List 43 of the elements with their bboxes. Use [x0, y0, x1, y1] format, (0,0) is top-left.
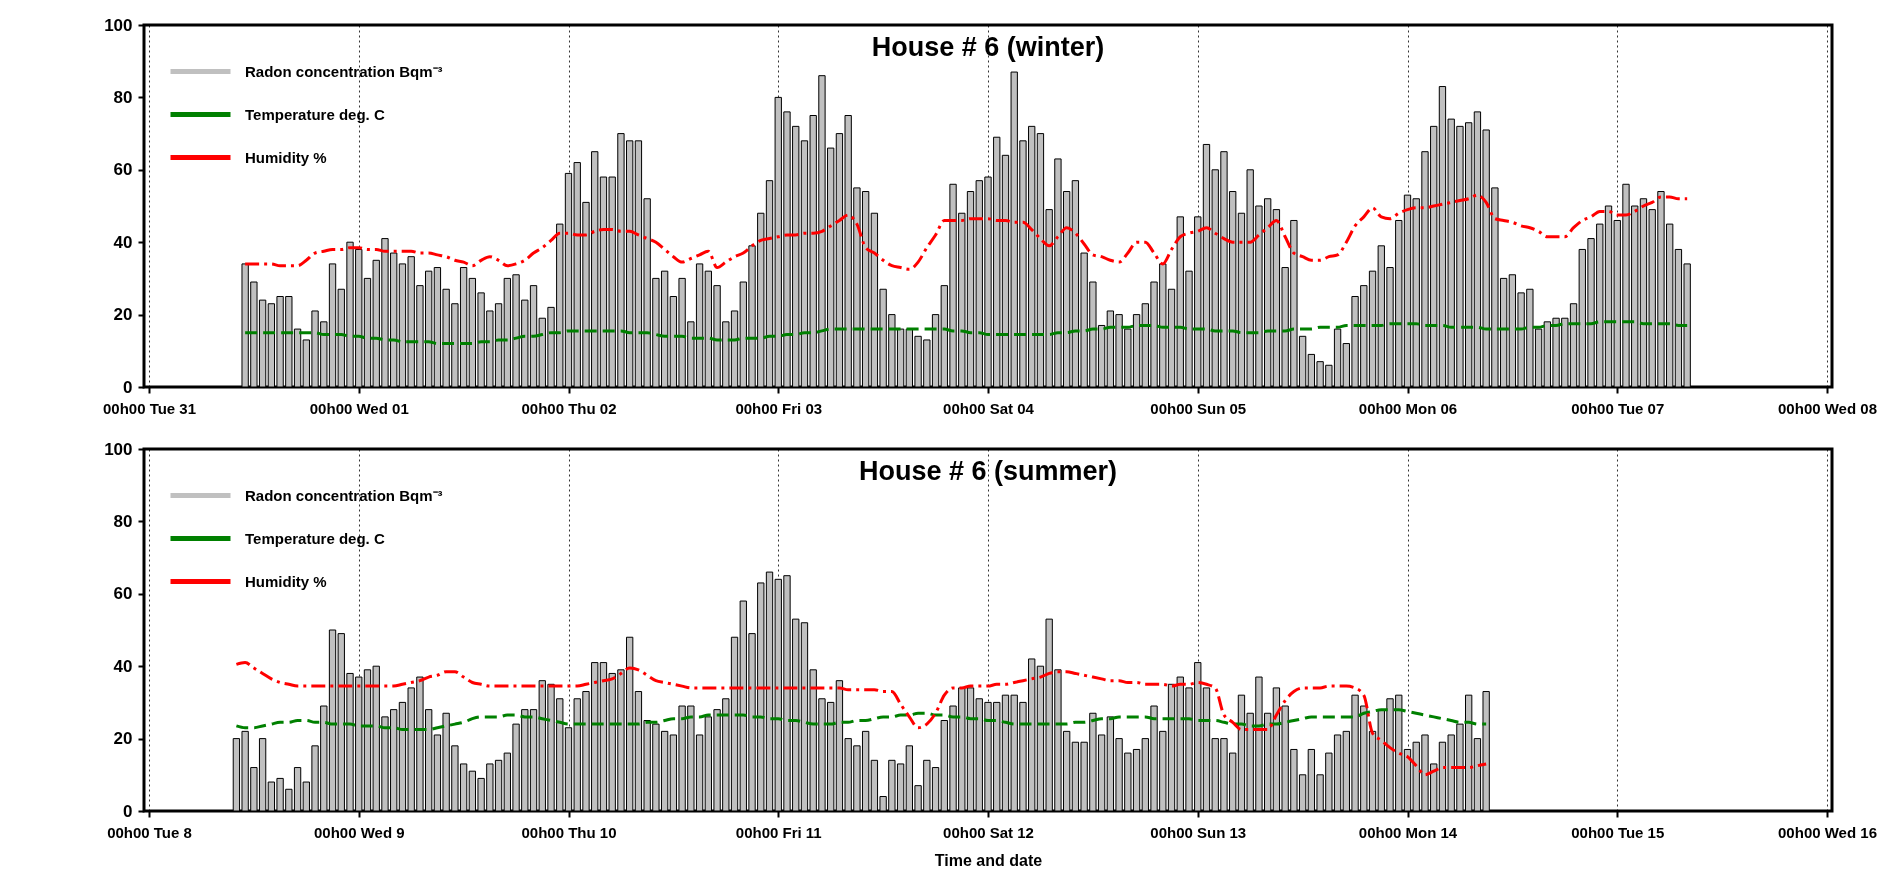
x-tick-label: 00h00 Fri 11: [735, 823, 822, 841]
x-tick-label: 00h00 Sat 04: [943, 399, 1035, 417]
x-tick-label: 00h00 Sun 13: [1150, 823, 1247, 841]
x-tick-label: 00h00 Tue 07: [1571, 399, 1665, 417]
x-tick-label: 00h00 Wed 9: [313, 823, 405, 841]
chart-title: House # 6 (summer): [858, 456, 1118, 486]
line-series: [234, 708, 1488, 732]
y-tick-label: 80: [113, 511, 133, 531]
y-tick-label: 20: [113, 729, 133, 749]
y-tick-label: 80: [113, 87, 133, 107]
x-tick-label: 00h00 Thu 10: [521, 823, 617, 841]
x-tick-label: 00h00 Mon 06: [1358, 399, 1458, 417]
y-tick-label: 0: [123, 377, 133, 397]
x-tick-label: 00h00 Sun 05: [1150, 399, 1247, 417]
y-tick-label: 60: [113, 584, 133, 604]
x-tick-label: 00h00 Mon 14: [1358, 823, 1458, 841]
x-tick-label: 00h00 Fri 03: [735, 399, 823, 417]
y-tick-label: 100: [104, 15, 133, 35]
y-tick-label: 0: [123, 801, 133, 821]
y-tick-label: 40: [113, 656, 133, 676]
x-tick-label: 00h00 Sat 12: [943, 823, 1034, 841]
x-tick-label: 00h00 Wed 01: [309, 399, 409, 417]
line-series: [234, 661, 1488, 777]
y-tick-label: 40: [113, 232, 133, 252]
line-series: [243, 320, 1689, 346]
y-tick-label: 100: [104, 439, 133, 459]
legend-label: Temperature deg. C: [245, 529, 385, 547]
legend-label: Humidity %: [245, 148, 327, 166]
y-tick-label: 20: [113, 305, 133, 325]
x-tick-label: 00h00 Thu 02: [521, 399, 617, 417]
line-series: [243, 193, 1689, 271]
legend-label: Radon concentration Bqm⁻³: [245, 486, 443, 504]
x-tick-label: 00h00 Tue 8: [107, 823, 192, 841]
x-tick-label: 00h00 Wed 16: [1778, 823, 1877, 841]
legend-label: Temperature deg. C: [245, 105, 385, 123]
y-tick-label: 60: [113, 160, 133, 180]
x-tick-label: 00h00 Wed 08: [1778, 399, 1877, 417]
x-tick-label: 00h00 Tue 31: [102, 399, 197, 417]
chart-title: House # 6 (winter): [871, 32, 1105, 62]
legend-label: Radon concentration Bqm⁻³: [245, 62, 443, 80]
x-axis-title: Time and date: [934, 851, 1043, 869]
legend-label: Humidity %: [245, 572, 327, 590]
x-tick-label: 00h00 Tue 15: [1571, 823, 1665, 841]
